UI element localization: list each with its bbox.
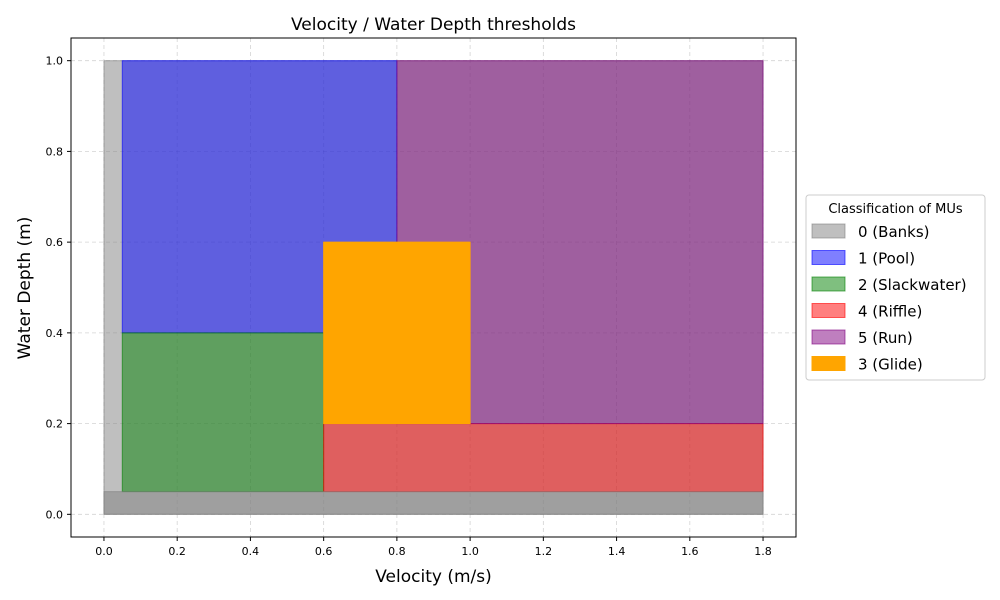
legend-items: 0 (Banks) 1 (Pool) 2 (Slackwater) 4 (Riffle… xyxy=(811,223,967,374)
x-tick-label: 1.6 xyxy=(681,545,699,558)
region-2-slackwater xyxy=(121,332,325,493)
region-3-glide xyxy=(323,241,471,425)
x-axis-title: Velocity (m/s) xyxy=(375,567,492,587)
legend-label-3-glide: 3 (Glide) xyxy=(858,356,923,374)
y-axis-ticks: 0.0 0.2 0.4 0.6 0.8 1.0 xyxy=(46,55,71,521)
y-axis-title: Water Depth (m) xyxy=(15,217,35,360)
legend-label-5-run: 5 (Run) xyxy=(858,329,913,347)
x-tick-label: 0.4 xyxy=(242,545,260,558)
x-tick-label: 0.6 xyxy=(315,545,333,558)
x-axis-ticks: 0.0 0.2 0.4 0.6 0.8 1.0 1.2 1.4 1.6 1.8 xyxy=(95,537,772,558)
legend-swatch-0-banks xyxy=(811,223,846,239)
legend-label-4-riffle: 4 (Riffle) xyxy=(858,303,922,321)
legend: Classification of MUs 0 (Banks) 1 (Pool) 2… xyxy=(805,194,986,381)
legend-swatch-2-slackwater xyxy=(811,276,846,292)
y-tick-label: 1.0 xyxy=(46,55,64,68)
y-tick-label: 0.4 xyxy=(46,327,64,340)
legend-swatch-3-glide xyxy=(811,356,846,371)
y-tick-label: 0.2 xyxy=(46,418,64,431)
x-tick-label: 1.0 xyxy=(461,545,479,558)
y-tick-label: 0.0 xyxy=(46,508,64,521)
region-4-riffle xyxy=(323,423,764,493)
x-tick-label: 0.8 xyxy=(388,545,406,558)
x-tick-label: 1.4 xyxy=(608,545,626,558)
legend-label-2-slackwater: 2 (Slackwater) xyxy=(858,276,967,294)
legend-swatch-4-riffle xyxy=(811,303,846,318)
legend-label-1-pool: 1 (Pool) xyxy=(858,250,915,268)
x-tick-label: 1.8 xyxy=(754,545,772,558)
y-tick-label: 0.8 xyxy=(46,145,64,158)
legend-title: Classification of MUs xyxy=(828,202,963,217)
y-tick-label: 0.6 xyxy=(46,236,64,249)
plot-frame xyxy=(70,37,797,538)
legend-box xyxy=(805,194,986,381)
legend-label-0-banks: 0 (Banks) xyxy=(858,223,930,241)
region-banks-bottom xyxy=(103,491,764,515)
legend-swatch-1-pool xyxy=(811,250,846,265)
x-tick-label: 1.2 xyxy=(535,545,553,558)
x-tick-label: 0.2 xyxy=(168,545,186,558)
chart-regions xyxy=(103,60,764,515)
x-tick-label: 0.0 xyxy=(95,545,113,558)
legend-swatch-5-run xyxy=(811,329,846,345)
chart-title: Velocity / Water Depth thresholds xyxy=(291,15,576,35)
